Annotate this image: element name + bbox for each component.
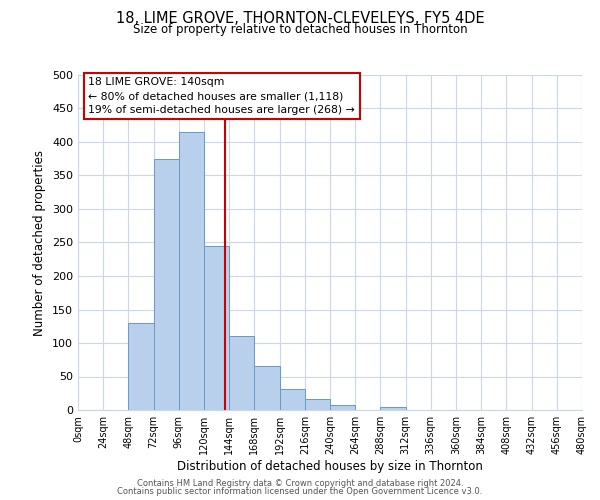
Bar [305, 398, 330, 410]
Bar [128, 323, 154, 410]
X-axis label: Distribution of detached houses by size in Thornton: Distribution of detached houses by size … [177, 460, 483, 472]
Bar [254, 366, 280, 410]
Text: Contains public sector information licensed under the Open Government Licence v3: Contains public sector information licen… [118, 487, 482, 496]
Bar [229, 336, 254, 410]
Y-axis label: Number of detached properties: Number of detached properties [34, 150, 46, 336]
Bar [280, 388, 305, 410]
Text: Contains HM Land Registry data © Crown copyright and database right 2024.: Contains HM Land Registry data © Crown c… [137, 478, 463, 488]
Bar [204, 246, 229, 410]
Text: Size of property relative to detached houses in Thornton: Size of property relative to detached ho… [133, 23, 467, 36]
Text: 18 LIME GROVE: 140sqm
← 80% of detached houses are smaller (1,118)
19% of semi-d: 18 LIME GROVE: 140sqm ← 80% of detached … [89, 77, 355, 115]
Bar [154, 158, 179, 410]
Bar [179, 132, 204, 410]
Bar [330, 406, 355, 410]
Bar [380, 406, 406, 410]
Text: 18, LIME GROVE, THORNTON-CLEVELEYS, FY5 4DE: 18, LIME GROVE, THORNTON-CLEVELEYS, FY5 … [116, 11, 484, 26]
